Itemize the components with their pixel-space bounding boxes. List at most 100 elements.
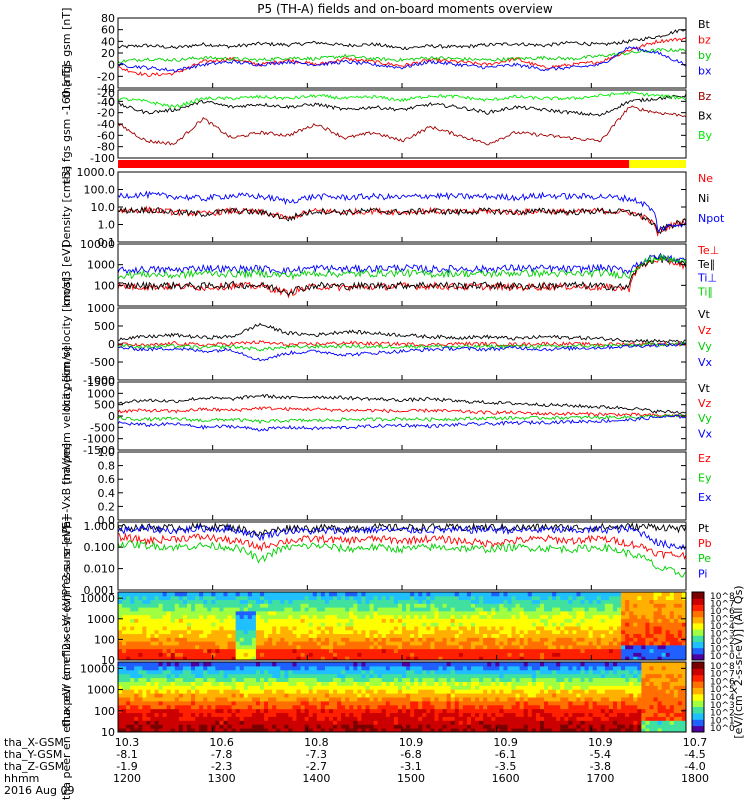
spectrogram-cell: [580, 677, 586, 682]
spectrogram-cell: [556, 656, 561, 661]
spectrogram-cell: [588, 637, 594, 642]
spectrogram-cell: [150, 656, 156, 661]
spectrogram-cell: [207, 697, 212, 702]
spectrogram-cell: [324, 614, 330, 619]
spectrogram-cell: [625, 595, 630, 601]
spectrogram-cell: [231, 704, 237, 710]
spectrogram-cell: [186, 648, 192, 653]
spectrogram-cell: [381, 652, 387, 657]
spectrogram-cell: [215, 693, 220, 698]
spectrogram-cell: [617, 637, 622, 642]
spectrogram-cell: [475, 728, 480, 733]
spectrogram-cell: [178, 633, 184, 638]
spectrogram-cell: [268, 685, 273, 690]
spectrogram-cell: [296, 618, 302, 623]
spectrogram-cell: [596, 697, 602, 702]
spectrogram-cell: [138, 618, 143, 623]
spectrogram-cell: [645, 656, 650, 661]
spectrogram-cell: [576, 607, 582, 612]
spectrogram-cell: [280, 662, 285, 667]
spectrogram-cell: [414, 728, 419, 733]
spectrogram-cell: [166, 614, 172, 619]
spectrogram-cell: [166, 689, 172, 694]
spectrogram-cell: [548, 712, 553, 717]
spectrogram-cell: [247, 700, 253, 706]
spectrogram-cell: [539, 618, 545, 623]
spectrogram-cell: [677, 592, 683, 597]
spectrogram-cell: [251, 673, 257, 679]
spectrogram-cell: [588, 712, 594, 717]
spectrogram-cell: [320, 592, 326, 597]
spectrogram-cell: [337, 673, 342, 679]
spectrogram-cell: [288, 607, 293, 612]
spectrogram-cell: [341, 673, 346, 679]
spectrogram-cell: [454, 677, 460, 682]
spectrogram-cell: [276, 644, 281, 650]
spectrogram-cell: [361, 633, 366, 638]
spectrogram-cell: [519, 629, 525, 635]
spectrogram-cell: [438, 704, 444, 710]
spectrogram-cell: [576, 693, 582, 698]
spectrogram-cell: [341, 610, 346, 616]
spectrogram-cell: [357, 669, 362, 675]
spectrogram-cell: [349, 689, 354, 694]
spectrogram-cell: [231, 685, 237, 690]
spectrogram-cell: [349, 633, 354, 638]
spectrogram-cell: [130, 724, 135, 729]
spectrogram-cell: [446, 700, 452, 706]
spectrogram-cell: [373, 633, 379, 638]
spectrogram-cell: [158, 656, 164, 661]
spectrogram-cell: [182, 644, 188, 650]
spectrogram-cell: [223, 595, 229, 601]
spectrogram-cell: [178, 637, 184, 642]
spectrogram-cell: [170, 700, 176, 706]
spectrogram-cell: [503, 656, 508, 661]
spectrogram-cell: [182, 685, 188, 690]
spectrogram-cell: [357, 595, 362, 601]
spectrogram-cell: [235, 724, 241, 729]
spectrogram-cell: [576, 648, 582, 653]
series-line-Ne: [117, 205, 687, 237]
spectrogram-cell: [418, 704, 423, 710]
series-line-Bz: [117, 105, 687, 146]
spectrogram-cell: [312, 648, 318, 653]
spectrogram-cell: [568, 614, 573, 619]
spectrogram-cell: [446, 704, 452, 710]
spectrogram-cell: [580, 689, 586, 694]
spectrogram-cell: [406, 637, 411, 642]
spectrogram-cell: [227, 607, 233, 612]
spectrogram-cell: [324, 644, 330, 650]
spectrogram-cell: [162, 720, 168, 725]
spectrogram-cell: [312, 614, 318, 619]
spectrogram-cell: [446, 662, 452, 667]
spectrogram-cell: [479, 673, 484, 679]
spectrogram-cell: [276, 720, 281, 725]
spectrogram-cell: [446, 599, 452, 604]
spectrogram-cell: [361, 665, 366, 671]
spectrogram-cell: [507, 644, 513, 650]
spectrogram-cell: [268, 637, 273, 642]
spectrogram-cell: [178, 644, 184, 650]
legend-Vt: Vt: [698, 382, 711, 395]
spectrogram-cell: [430, 656, 435, 661]
spectrogram-cell: [345, 708, 350, 714]
spectrogram-cell: [402, 644, 407, 650]
spectrogram-cell: [361, 716, 366, 721]
spectrogram-cell: [150, 592, 156, 597]
spectrogram-cell: [629, 599, 634, 604]
y-tick-label: 0.4: [98, 487, 116, 500]
spectrogram-cell: [324, 728, 330, 733]
spectrogram-cell: [450, 607, 456, 612]
spectrogram-cell: [519, 728, 525, 733]
spectrogram-cell: [211, 614, 216, 619]
spectrogram-cell: [211, 626, 216, 631]
spectrogram-cell: [365, 599, 371, 604]
spectrogram-cell: [349, 592, 354, 597]
spectrogram-cell: [312, 673, 318, 679]
spectrogram-cell: [284, 599, 289, 604]
y-tick-label: 1000.0: [77, 166, 116, 179]
spectrogram-cell: [353, 610, 358, 616]
spectrogram-cell: [454, 599, 460, 604]
spectrogram-cell: [211, 689, 216, 694]
spectrogram-cell: [519, 677, 525, 682]
